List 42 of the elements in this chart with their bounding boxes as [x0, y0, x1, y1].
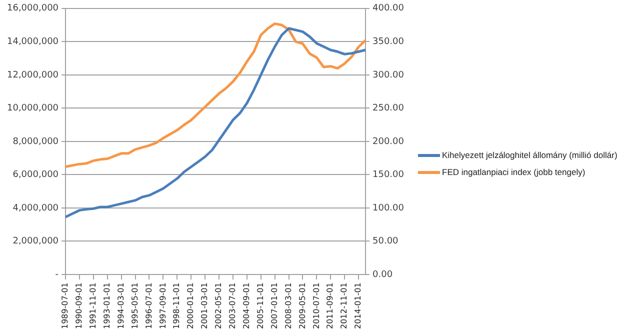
x-tick-label: 2005-11-01	[256, 282, 265, 330]
y-tick-label: 12,000,000	[7, 70, 59, 80]
x-tick-label: 2003-07-01	[228, 282, 238, 330]
x-tick-label: 2010-07-01	[312, 282, 321, 330]
y2-tick-label: 50.00	[372, 236, 399, 247]
y2-tick-label: 400.00	[372, 4, 404, 14]
y-tick-label: 4,000,000	[12, 203, 59, 214]
x-tick-label: 1998-11-01	[172, 282, 182, 330]
x-tick-label: 1991-11-01	[88, 282, 98, 330]
x-tick-label: 2002-05-01	[214, 282, 224, 330]
legend-label: FED ingatlanpiaci index (jobb tengely)	[442, 167, 586, 177]
y2-tick-label: 0.00	[372, 270, 393, 280]
y-tick-label: 14,000,000	[7, 37, 59, 48]
x-tick-label: 2014-01-01	[354, 282, 363, 330]
x-tick-label: 2009-05-01	[298, 282, 307, 330]
x-tick-label: 2001-03-01	[200, 282, 210, 330]
x-tick-label: 1994-03-01	[116, 282, 126, 330]
y2-tick-label: 200.00	[372, 136, 404, 147]
y2-tick-label: 250.00	[372, 104, 404, 114]
y-tick-label: 2,000,000	[12, 236, 59, 247]
legend-label: Kihelyezett jelzáloghitel állomány (millió dollár)	[442, 150, 618, 160]
x-tick-label: 2007-01-01	[270, 282, 279, 330]
x-tick-label: 2008-03-01	[284, 282, 293, 330]
y-tick-label: -	[55, 270, 59, 280]
x-tick-label: 2012-11-01	[340, 282, 349, 330]
x-tick-label: 1996-07-01	[144, 282, 154, 330]
y-tick-label: 10,000,000	[7, 104, 59, 114]
x-tick-label: 2004-09-01	[242, 282, 251, 330]
y-tick-label: 16,000,000	[7, 4, 59, 14]
x-tick-label: 1990-09-01	[74, 282, 84, 330]
y-tick-label: 8,000,000	[12, 136, 59, 147]
y2-tick-label: 300.00	[372, 70, 404, 80]
x-tick-label: 1997-09-01	[158, 282, 168, 330]
x-tick-label: 1995-05-01	[130, 282, 140, 330]
x-tick-label: 2000-01-01	[186, 282, 196, 330]
x-tick-label: 1993-01-01	[102, 282, 112, 330]
x-tick-label: 2011-09-01	[326, 282, 335, 330]
y2-tick-label: 350.00	[372, 37, 404, 48]
y-tick-label: 6,000,000	[12, 170, 59, 180]
y2-tick-label: 150.00	[372, 170, 404, 180]
y2-tick-label: 100.00	[372, 203, 404, 214]
x-tick-label: 1989-07-01	[60, 282, 70, 330]
